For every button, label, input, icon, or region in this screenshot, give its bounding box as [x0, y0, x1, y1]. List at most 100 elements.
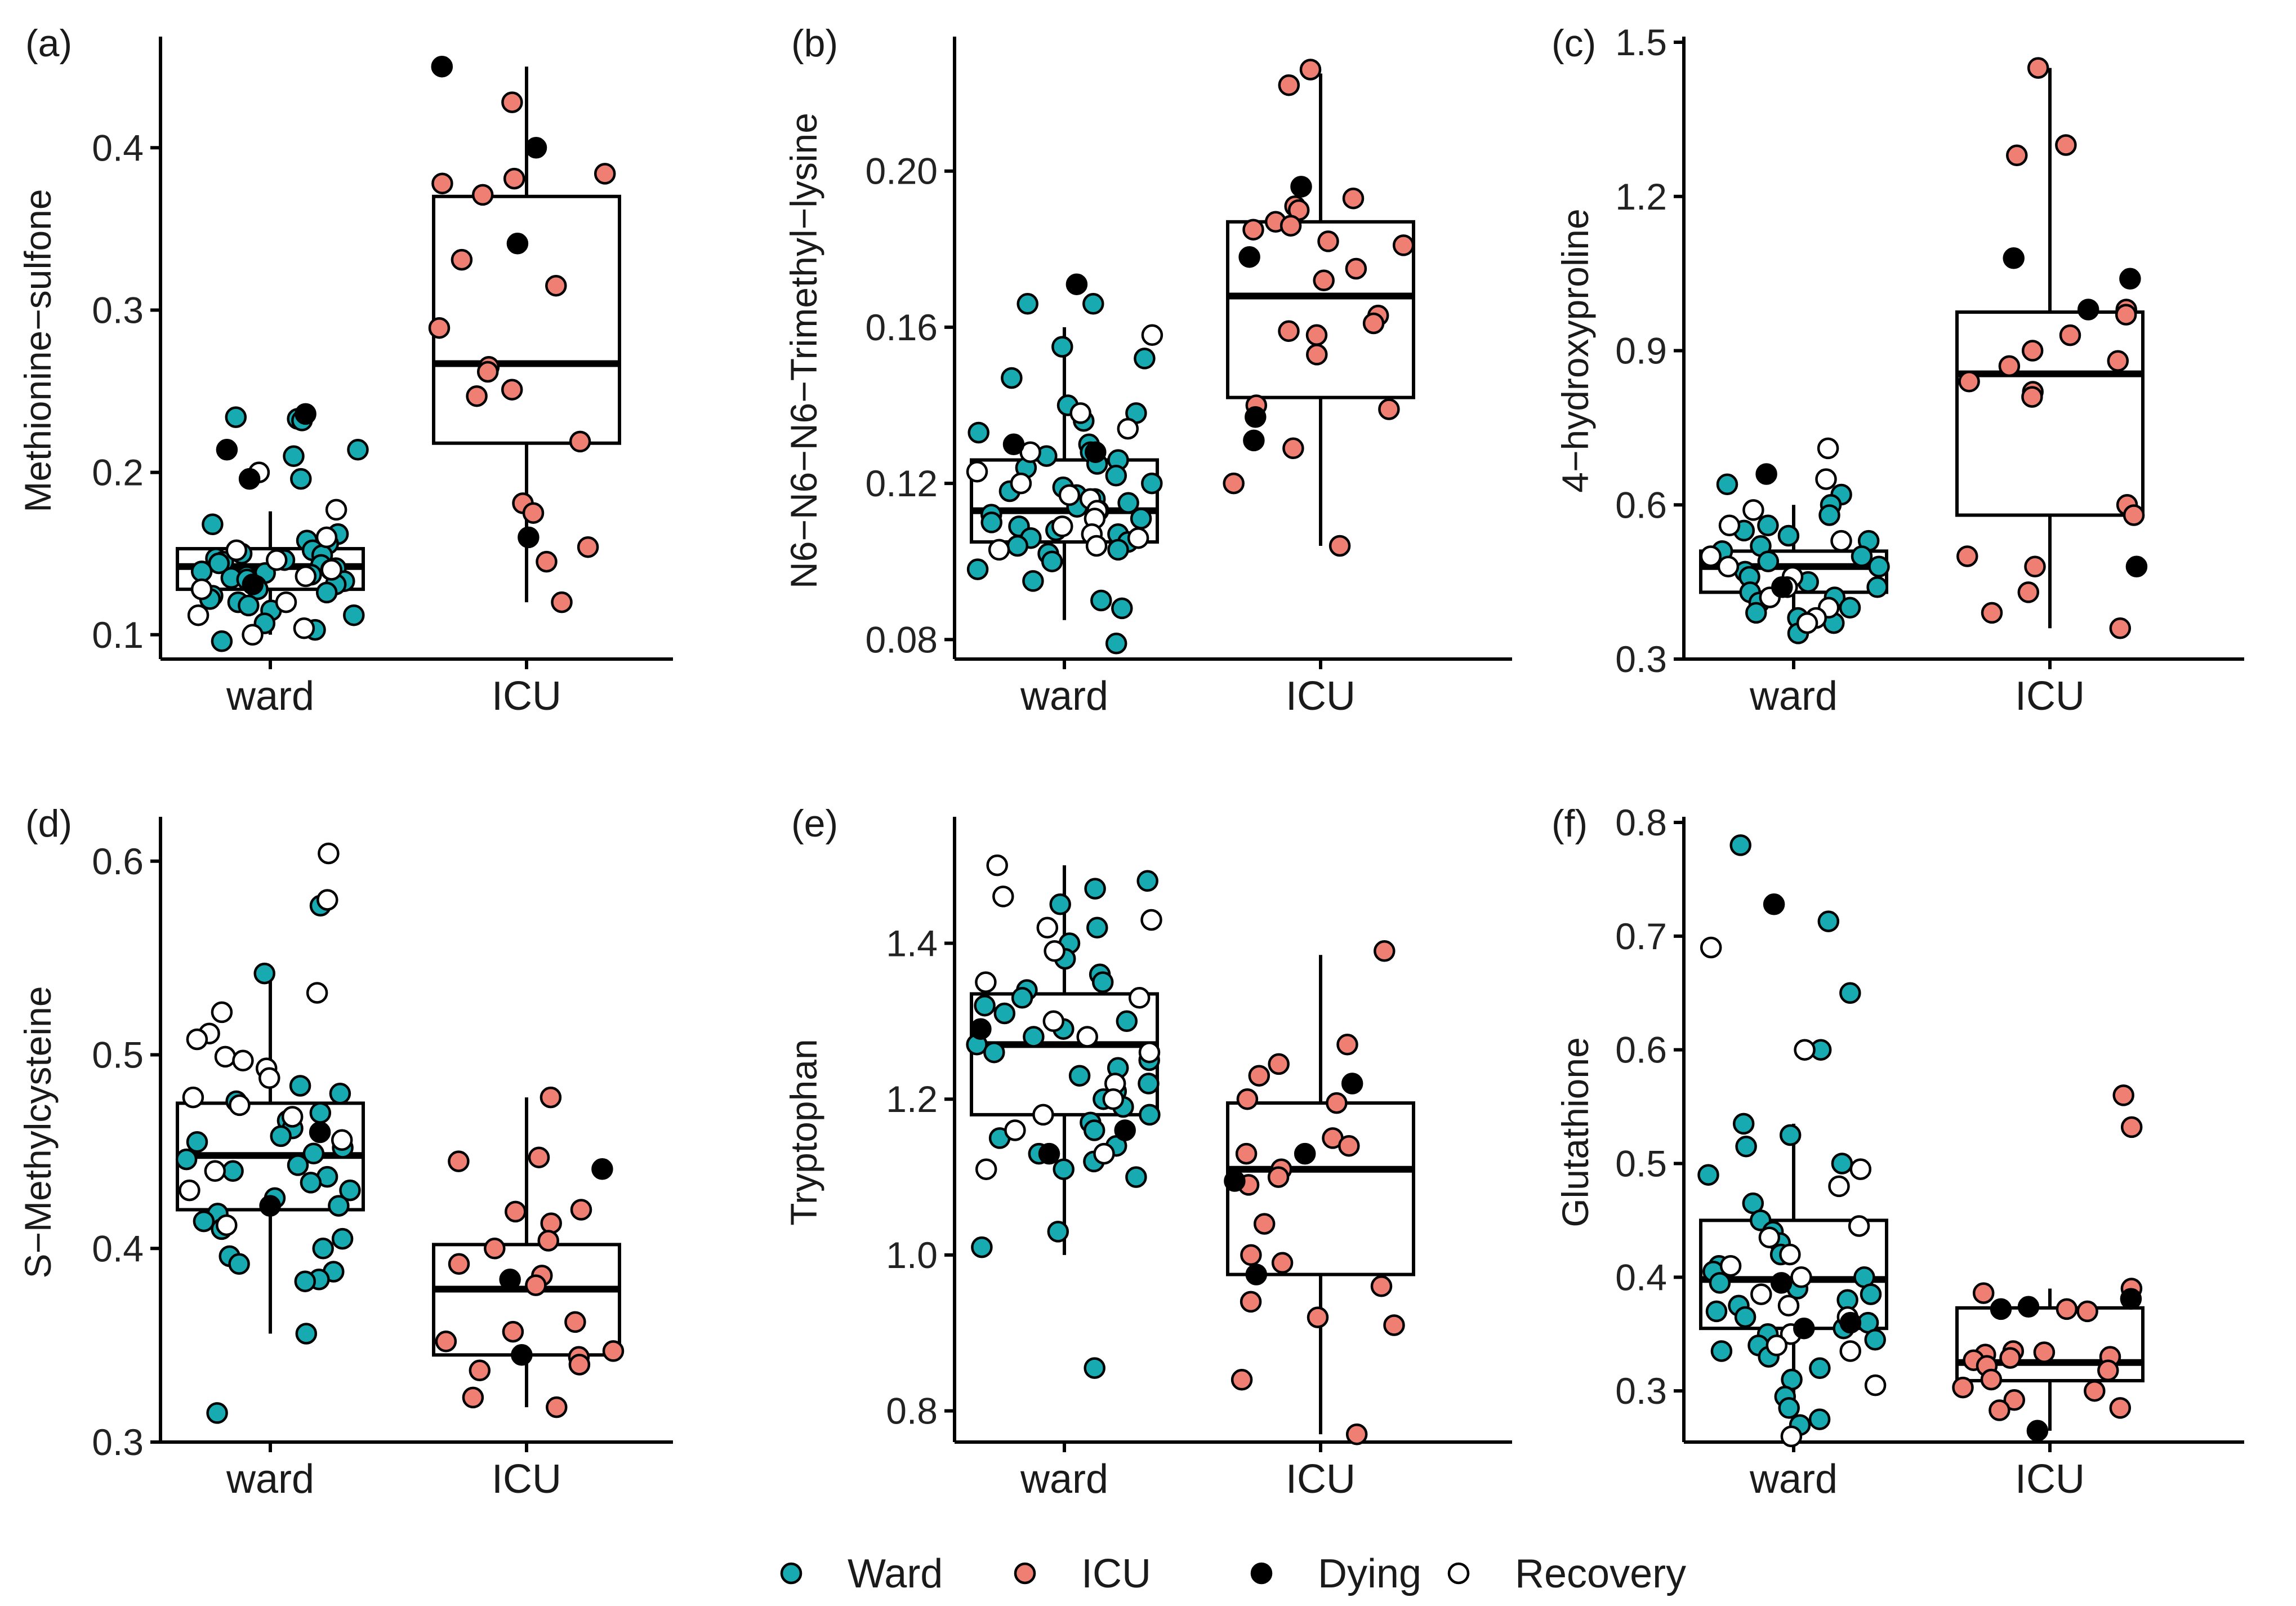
- point-dying: [1341, 1073, 1363, 1095]
- point-dying: [499, 1269, 521, 1291]
- iqr-box: [1955, 310, 2145, 517]
- point-recovery: [1010, 472, 1032, 495]
- legend-label-icu: ICU: [1081, 1551, 1151, 1596]
- point-icu: [466, 385, 488, 407]
- point-icu: [1958, 371, 1980, 393]
- legend-label-ward: Ward: [848, 1551, 943, 1596]
- point-recovery: [1815, 468, 1837, 490]
- y-tick-label: 0.3: [92, 289, 144, 331]
- point-recovery: [258, 1067, 280, 1089]
- point-ward: [1139, 1104, 1161, 1126]
- point-icu: [1253, 1213, 1276, 1235]
- point-recovery: [975, 1158, 997, 1180]
- point-icu: [2112, 1084, 2134, 1106]
- point-ward: [1710, 1340, 1733, 1362]
- legend-marker-icu: [1014, 1562, 1036, 1585]
- point-icu: [2059, 324, 2081, 346]
- point-recovery: [216, 1214, 238, 1236]
- point-recovery: [966, 461, 988, 483]
- point-icu: [502, 1320, 524, 1343]
- point-recovery: [229, 1094, 251, 1116]
- point-recovery: [306, 982, 328, 1004]
- point-ward: [1105, 465, 1127, 487]
- point-ward: [339, 1179, 361, 1202]
- point-ward: [312, 1238, 334, 1260]
- panel-c: (c) 4−hydroxyproline 0.3 0.6 0.9 1.2 1.5 ward IC…: [1552, 21, 2244, 719]
- point-icu: [1313, 269, 1335, 292]
- boxplot-icu: [1226, 955, 1415, 1435]
- legend-marker-dying: [1250, 1562, 1273, 1585]
- y-tick-label: 0.6: [1615, 1029, 1667, 1071]
- point-recovery: [1794, 1039, 1816, 1061]
- point-recovery: [190, 578, 213, 600]
- point-dying: [1793, 1317, 1815, 1340]
- point-ward: [211, 630, 233, 652]
- point-dying: [1771, 576, 1793, 598]
- point-ward: [290, 468, 312, 490]
- point-recovery: [225, 539, 248, 562]
- point-dying: [1085, 441, 1107, 463]
- point-icu: [1305, 324, 1328, 346]
- point-dying: [518, 526, 540, 549]
- point-icu: [546, 1396, 568, 1418]
- point-icu: [1242, 219, 1264, 241]
- point-icu: [2120, 1116, 2143, 1138]
- point-ward: [302, 1142, 325, 1165]
- panel-label: (e): [791, 802, 838, 845]
- point-ward: [1084, 878, 1106, 900]
- point-icu: [564, 1311, 586, 1333]
- panel-d: (d) S−Methylcysteine 0.3 0.4 0.5 0.6 ward ICU: [17, 802, 673, 1502]
- point-ward: [295, 1323, 318, 1345]
- point-icu: [577, 536, 599, 558]
- point-icu: [1999, 1347, 2021, 1369]
- point-icu: [1342, 187, 1365, 210]
- point-ward: [1001, 367, 1023, 389]
- y-axis-title: N6−N6−N6−Trimethyl−lysine: [783, 113, 824, 589]
- point-recovery: [1700, 936, 1722, 959]
- point-icu: [1336, 1034, 1358, 1056]
- point-ward: [1808, 1408, 1831, 1430]
- point-recovery: [232, 1049, 254, 1072]
- point-icu: [1240, 1244, 1262, 1266]
- x-tick-label-icu: ICU: [492, 674, 561, 719]
- point-recovery: [1042, 1010, 1065, 1033]
- point-ward: [993, 1002, 1016, 1025]
- point-icu: [2055, 134, 2077, 156]
- legend-marker-ward: [780, 1562, 803, 1585]
- y-tick-label: 0.6: [92, 840, 144, 882]
- point-icu: [1223, 472, 1245, 495]
- point-ward: [1090, 589, 1112, 612]
- point-ward: [287, 1154, 309, 1176]
- y-tick-label: 0.20: [866, 150, 938, 192]
- point-dying: [1763, 893, 1785, 915]
- point-recovery: [1828, 1175, 1850, 1198]
- point-ward: [331, 1227, 354, 1250]
- point-recovery: [1780, 1425, 1803, 1448]
- point-recovery: [1093, 1142, 1115, 1165]
- point-ward: [1716, 473, 1738, 496]
- point-recovery: [295, 565, 317, 588]
- point-recovery: [1848, 1215, 1870, 1237]
- y-axis-title: Glutathione: [1554, 1037, 1596, 1227]
- point-ward: [1022, 570, 1044, 592]
- point-recovery: [1777, 1294, 1800, 1317]
- point-ward: [343, 604, 365, 626]
- point-ward: [1779, 1124, 1802, 1146]
- y-tick-label: 0.3: [92, 1421, 144, 1463]
- panel-label: (b): [791, 22, 838, 65]
- point-recovery: [320, 559, 342, 581]
- point-ward: [1138, 1073, 1160, 1095]
- point-dying: [1770, 1272, 1793, 1294]
- y-tick-label: 1.4: [886, 922, 938, 964]
- y-tick-label: 1.0: [886, 1234, 938, 1276]
- point-icu: [2024, 555, 2046, 578]
- y-tick-label: 0.3: [1615, 638, 1667, 680]
- point-dying: [216, 439, 238, 461]
- point-icu: [484, 1238, 506, 1260]
- point-ward: [1705, 1300, 1728, 1323]
- point-dying: [431, 55, 453, 78]
- y-axis-title: Methionine−sulfone: [17, 189, 59, 512]
- point-icu: [2003, 1389, 2026, 1411]
- x-tick-label-icu: ICU: [1286, 674, 1356, 719]
- point-icu: [522, 502, 545, 524]
